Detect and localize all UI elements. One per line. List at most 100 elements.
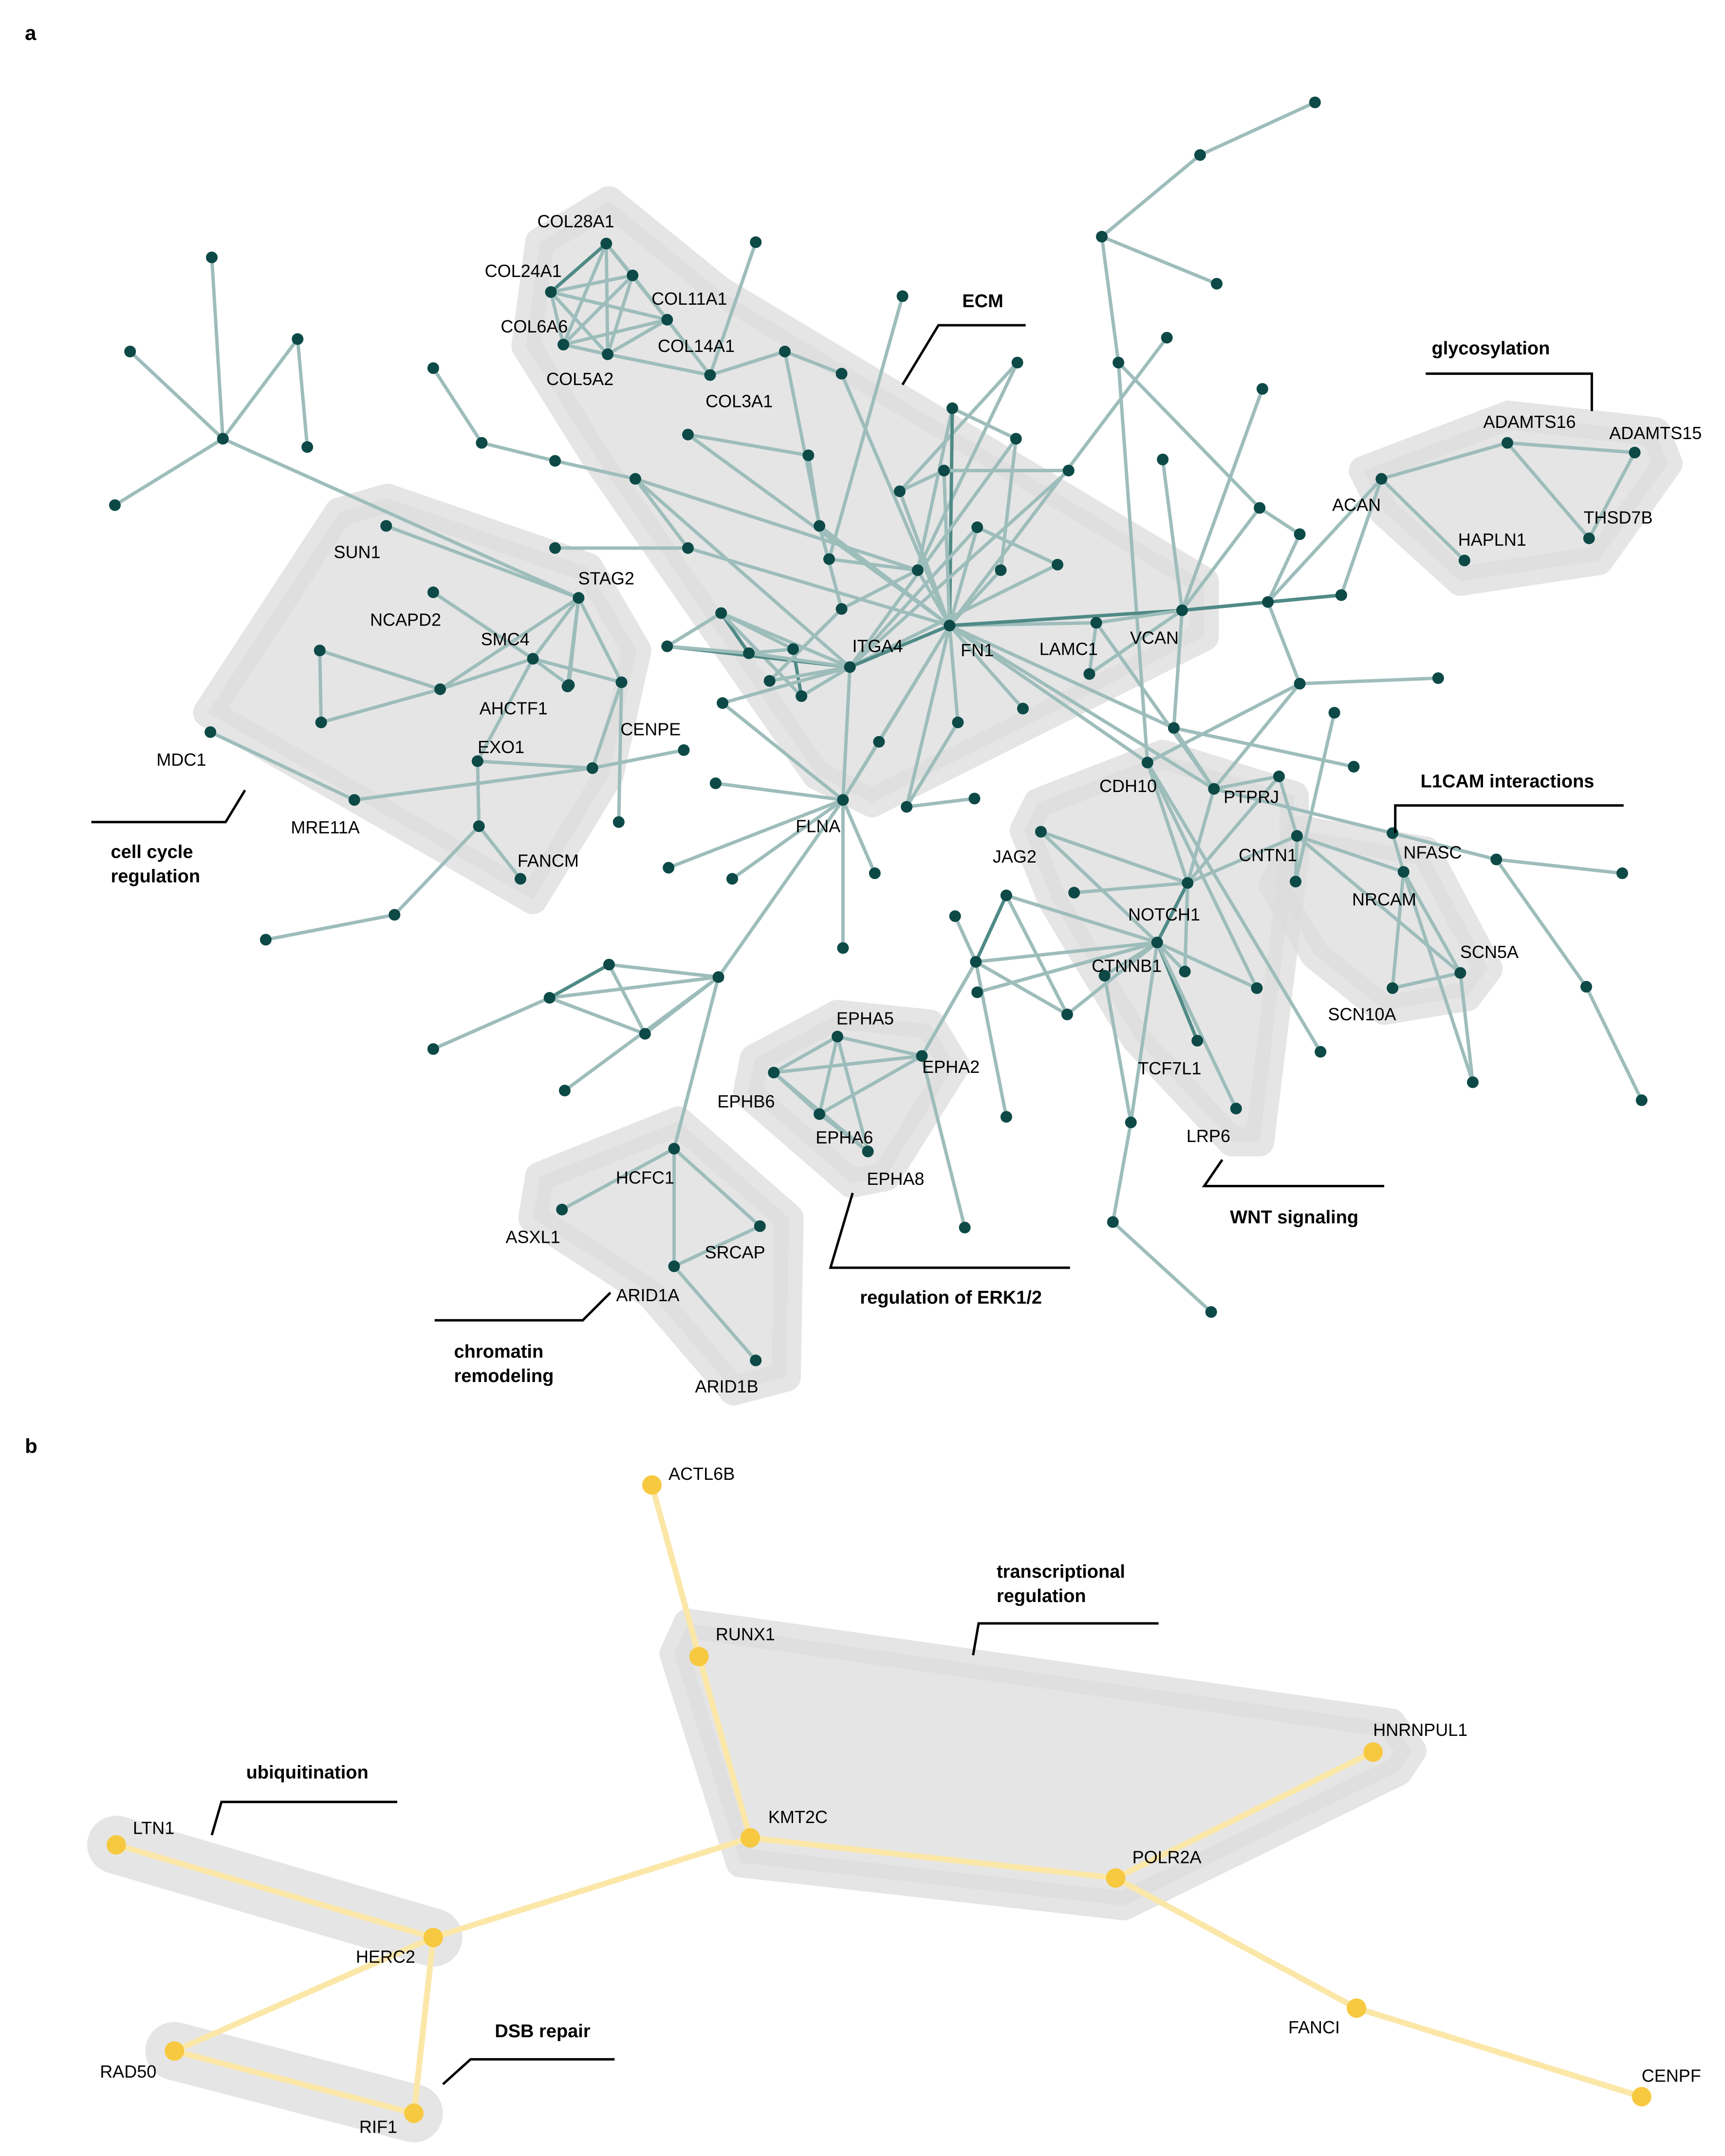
edge-ITGA4-u50 xyxy=(721,665,852,705)
group-label-line: L1CAM interactions xyxy=(1421,772,1595,792)
edge-EPHA2-u88 xyxy=(920,960,978,1058)
edge-CNTN1-NOTCH1 xyxy=(1186,834,1299,885)
node-label-NCAPD2: NCAPD2 xyxy=(370,610,441,630)
edge-u15-u23 xyxy=(999,437,1018,572)
node-label-EPHA5: EPHA5 xyxy=(836,1008,894,1028)
node-ACTL6B xyxy=(642,1475,662,1495)
node-FANCI xyxy=(1347,1998,1367,2018)
node-FN1 xyxy=(944,620,956,632)
node-unlabeled xyxy=(1113,356,1125,369)
node-VCAN xyxy=(1176,604,1188,616)
node-label-STAG2: STAG2 xyxy=(578,568,634,588)
edge-ADAMTS15-THSD7B xyxy=(1587,451,1637,540)
edge-u43-ITGA4 xyxy=(719,611,852,669)
edge-u73-u74 xyxy=(1298,676,1440,685)
edge-u18-ITGA4 xyxy=(848,469,1071,669)
edge-RAD50-RIF1 xyxy=(171,2048,417,2117)
node-RUNX1 xyxy=(689,1647,709,1667)
node-unlabeled xyxy=(901,801,913,813)
node-label-COL28A1: COL28A1 xyxy=(538,211,614,231)
node-label-CTNNB1: CTNNB1 xyxy=(1092,956,1162,976)
node-unlabeled xyxy=(476,437,488,449)
edge-u7-VCAN xyxy=(1180,387,1264,612)
edge-ACAN-ADAMTS16 xyxy=(1379,441,1509,481)
node-unlabeled xyxy=(796,690,808,702)
edge-u22-u49 xyxy=(840,568,920,611)
node-HNRNPUL1 xyxy=(1363,1742,1383,1762)
edge-COL3A1-u11 xyxy=(708,350,787,377)
node-label-MRE11A: MRE11A xyxy=(291,817,359,837)
edge-u47-ITGA4 xyxy=(799,665,852,698)
edge-FN1-VCAN xyxy=(947,608,1184,627)
edge-CENPE-u54 xyxy=(617,681,624,824)
node-unlabeled xyxy=(549,542,561,554)
node-unlabeled xyxy=(434,683,446,695)
node-RAD50 xyxy=(165,2041,185,2061)
edge-CDH10-u84 xyxy=(1146,760,1259,990)
edge-COL28A1-COL24A1 xyxy=(549,241,608,294)
node-unlabeled xyxy=(1466,1076,1479,1088)
node-unlabeled xyxy=(1335,589,1347,601)
edge-u21-u22 xyxy=(827,557,920,572)
edge-u88-u90 xyxy=(974,960,1069,1016)
edge-COL24A1-COL11A1 xyxy=(549,274,634,294)
edge-EXO1-u53 xyxy=(476,759,594,770)
node-unlabeled xyxy=(314,645,326,657)
node-unlabeled xyxy=(1210,277,1223,290)
node-label-NOTCH1: NOTCH1 xyxy=(1128,904,1200,924)
node-unlabeled xyxy=(473,820,485,832)
node-unlabeled xyxy=(1168,722,1180,734)
node-unlabeled xyxy=(750,236,762,248)
node-unlabeled xyxy=(726,873,738,885)
edge-VCAN-u71 xyxy=(1087,608,1184,676)
node-label-ACTL6B: ACTL6B xyxy=(668,1464,735,1484)
node-MDC1 xyxy=(204,726,217,738)
node-ACAN xyxy=(1375,473,1388,485)
edge-RUNX1-KMT2C xyxy=(696,1654,753,1841)
edge-u88-u89 xyxy=(974,893,1008,964)
edge-u39-STAG2 xyxy=(221,437,580,600)
edge-NRCAM-SCN5A xyxy=(1402,870,1462,975)
edge-u95-u96 xyxy=(1111,1220,1213,1314)
node-unlabeled xyxy=(873,736,885,748)
node-unlabeled xyxy=(709,777,722,790)
group-label-line: remodeling xyxy=(454,1366,554,1386)
node-unlabeled xyxy=(1294,678,1306,690)
group-label-line: ECM xyxy=(962,291,1003,312)
node-label-CENPF: CENPF xyxy=(1642,2066,1701,2086)
node-unlabeled xyxy=(1010,433,1022,445)
node-label-LTN1: LTN1 xyxy=(133,1818,174,1838)
node-RIF1 xyxy=(404,2103,424,2123)
node-THSD7B xyxy=(1583,532,1595,544)
edge-STAG2-SMC4 xyxy=(531,596,580,661)
node-label-SRCAP: SRCAP xyxy=(705,1242,765,1262)
bracket-layer xyxy=(91,324,1624,2085)
edge-u98-HCFC1 xyxy=(672,975,721,1151)
node-label-ACAN: ACAN xyxy=(1332,495,1381,515)
bracket-l1cam xyxy=(1394,804,1624,833)
bracket-transcription xyxy=(972,1622,1159,1656)
edge-u3-u4 xyxy=(1100,235,1120,365)
node-COL6A6 xyxy=(557,338,570,350)
group-label-line: regulation of ERK1/2 xyxy=(860,1288,1042,1308)
edge-u36-u39 xyxy=(221,337,299,441)
node-unlabeled xyxy=(1098,970,1111,982)
node-label-CDH10: CDH10 xyxy=(1099,776,1157,796)
node-SCN5A xyxy=(1454,967,1466,979)
edge-HCFC1-SRCAP xyxy=(672,1147,762,1228)
edge-u48-u49 xyxy=(768,607,844,683)
hull-cellcycle xyxy=(193,483,651,914)
node-label-CENPE: CENPE xyxy=(620,719,681,739)
edge-u64-FN1 xyxy=(877,624,951,744)
edge-EPHA2-u97 xyxy=(920,1054,967,1230)
edge-PTPRJ-u77 xyxy=(1212,774,1281,791)
node-unlabeled xyxy=(717,697,729,709)
edge-u78-u80 xyxy=(1494,858,1588,989)
node-unlabeled xyxy=(1294,528,1306,540)
edge-EXO1-u59 xyxy=(476,759,481,828)
bracket-cellcycle xyxy=(91,790,246,824)
node-label-COL14A1: COL14A1 xyxy=(658,336,735,356)
node-label-FN1: FN1 xyxy=(961,640,994,660)
node-label-ITGA4: ITGA4 xyxy=(852,636,903,656)
node-label-LRP6: LRP6 xyxy=(1187,1126,1230,1146)
